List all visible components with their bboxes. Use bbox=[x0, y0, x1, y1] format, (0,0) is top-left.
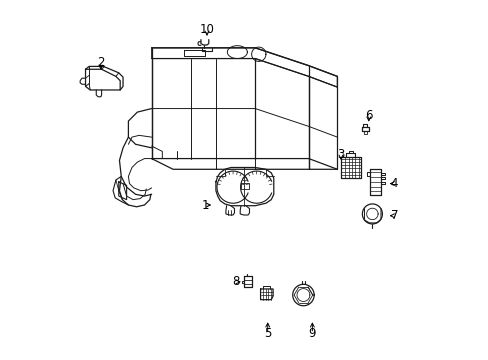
Text: 1: 1 bbox=[201, 198, 208, 212]
Text: 9: 9 bbox=[308, 327, 315, 340]
Text: 10: 10 bbox=[199, 23, 214, 36]
Text: 7: 7 bbox=[390, 209, 397, 222]
Text: 4: 4 bbox=[390, 177, 397, 190]
Text: 3: 3 bbox=[337, 148, 344, 162]
Text: 5: 5 bbox=[264, 327, 271, 340]
Text: 8: 8 bbox=[232, 275, 239, 288]
Text: 6: 6 bbox=[365, 109, 372, 122]
Text: 2: 2 bbox=[97, 55, 104, 69]
